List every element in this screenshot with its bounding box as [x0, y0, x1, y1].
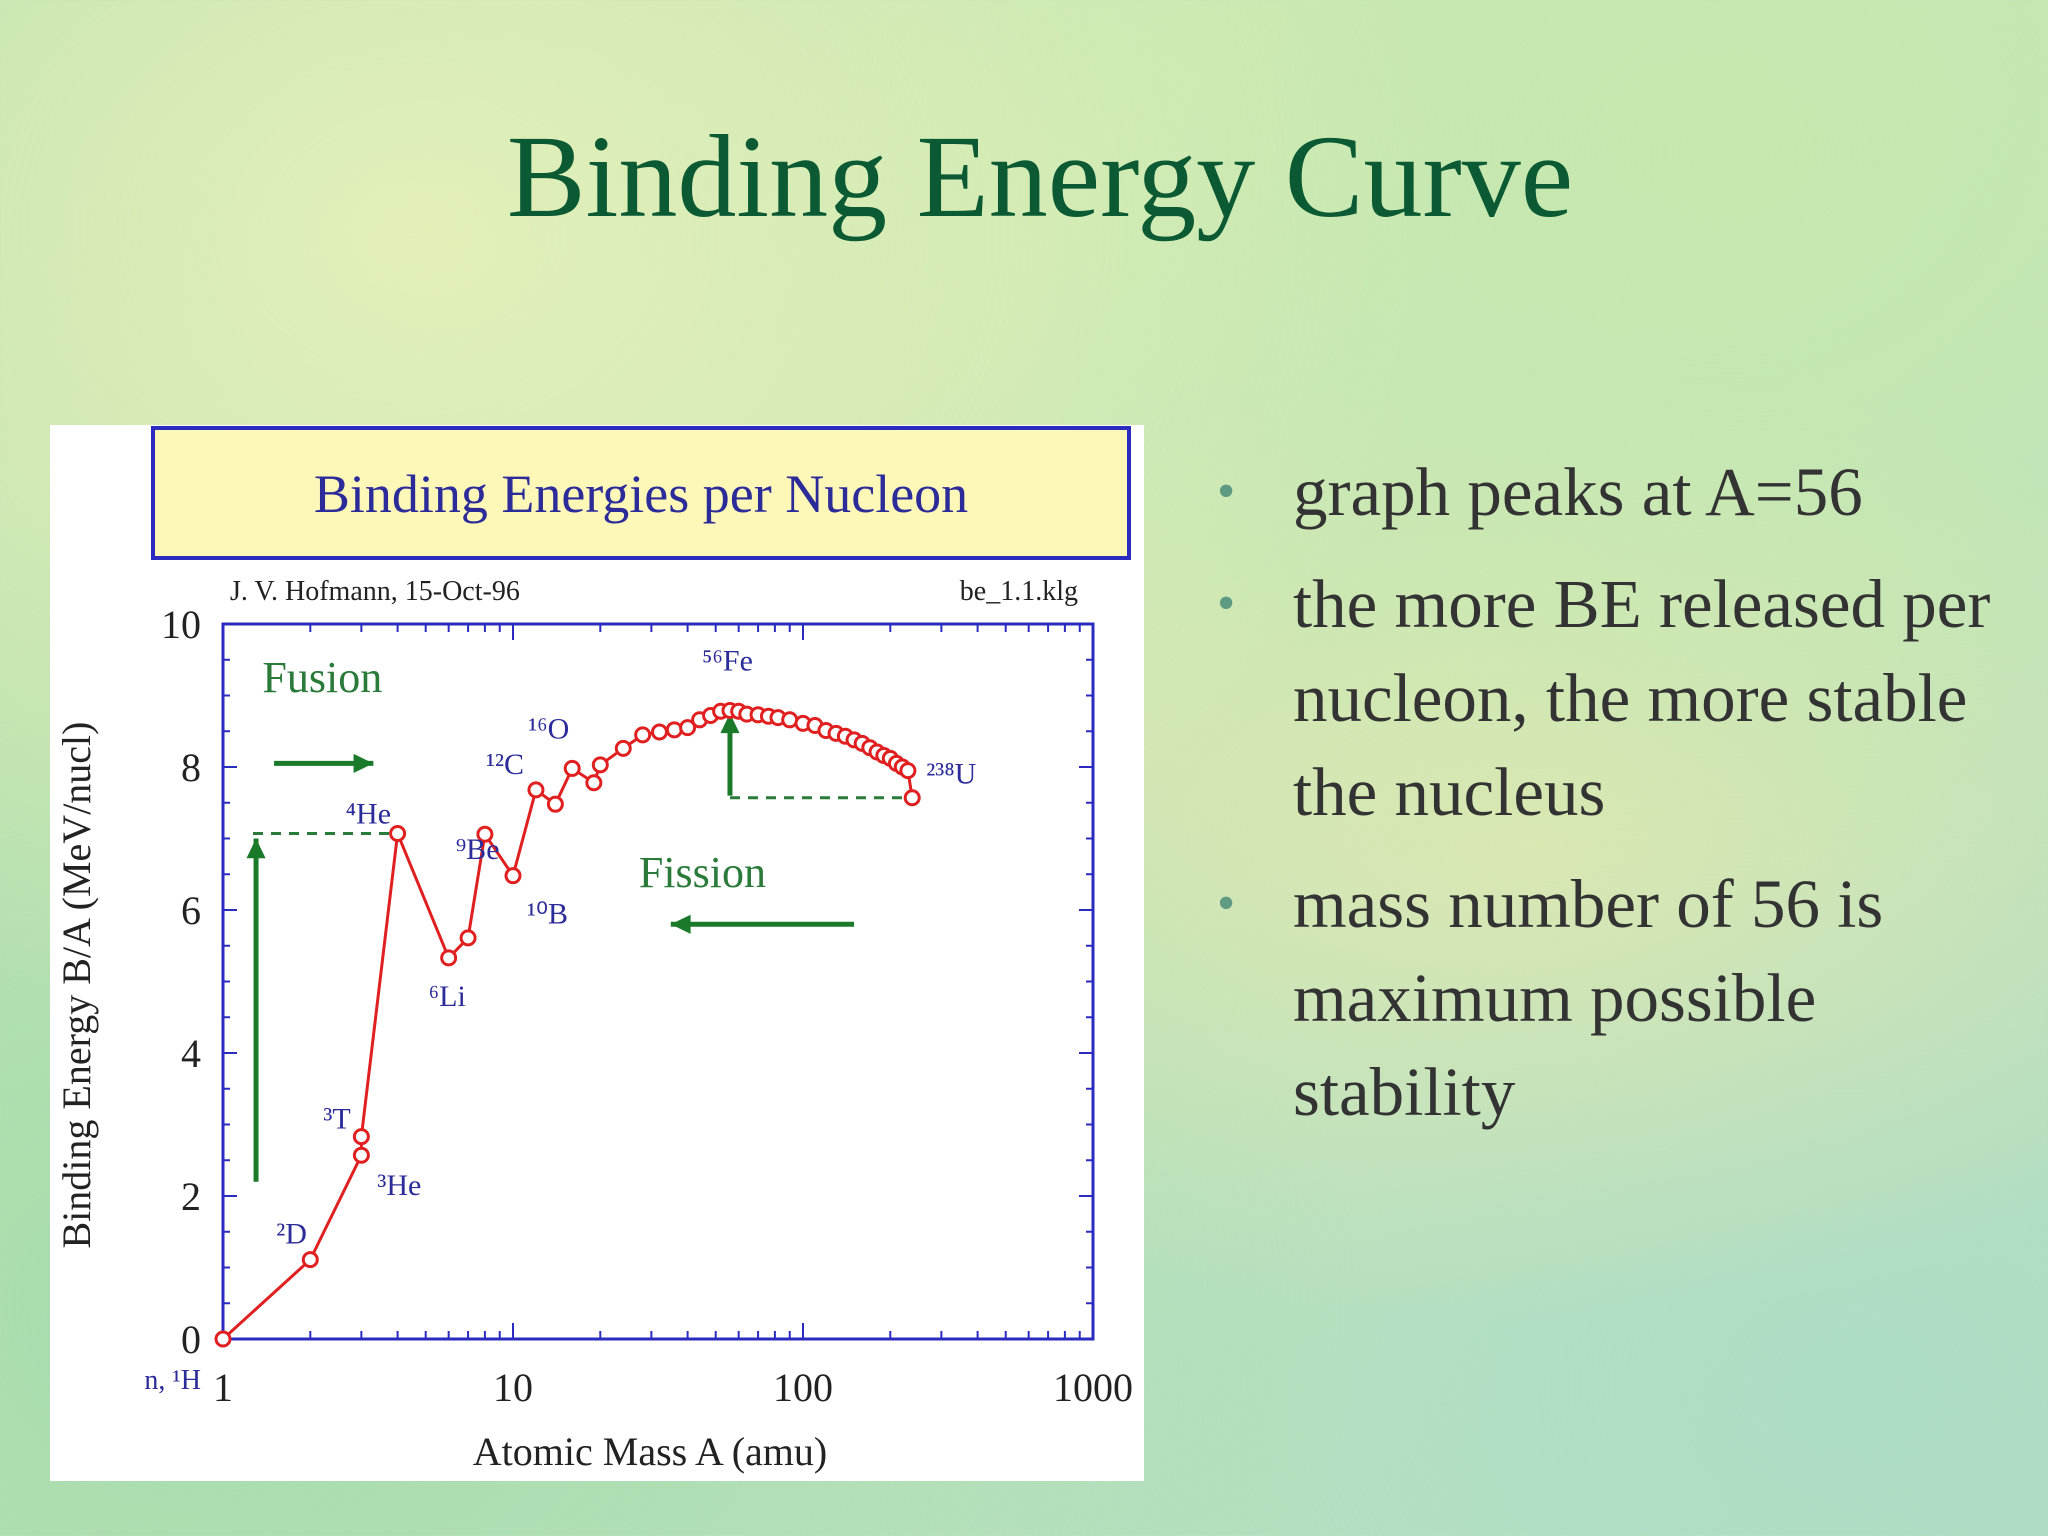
bullet-dot-icon: • [1217, 875, 1236, 932]
data-point [440, 949, 458, 967]
chart-title-box [151, 426, 1131, 560]
nuclide-label: ⁵⁶Fe [702, 645, 753, 678]
nuclide-label: ¹²C [486, 748, 524, 781]
data-point [459, 929, 477, 947]
nuclide-label: ⁴He [346, 797, 391, 830]
chart-file-note: be_1.1.klg [960, 576, 1078, 607]
data-point [563, 759, 581, 777]
data-point [665, 721, 683, 739]
x-extra-label: n, ¹H [144, 1365, 201, 1396]
x-tick-label: 1000 [1053, 1365, 1133, 1410]
plot-area: 0 2 4 6 8 10 1 10 100 1000 n, ¹H Fusion Fission ²D ³T ³… [144, 602, 1133, 1410]
data-point [903, 789, 921, 807]
bullet-item: • graph peaks at A=56 [1205, 445, 2005, 539]
nuclide-label: ²D [276, 1218, 307, 1251]
data-point [679, 719, 697, 737]
fission-arrow-head [670, 914, 691, 934]
nuclide-label: ⁶Li [429, 980, 466, 1013]
y-tick-label: 10 [161, 602, 201, 647]
bullet-text: mass number of 56 is maximum possible st… [1293, 866, 1884, 1130]
data-point [591, 756, 609, 774]
data-point [504, 867, 522, 885]
binding-energy-chart: Binding Energies per Nucleon J. V. Hofma… [50, 425, 1144, 1481]
chart-author-note: J. V. Hofmann, 15-Oct-96 [230, 576, 520, 607]
y-tick-label: 4 [181, 1031, 201, 1076]
x-tick-label: 100 [773, 1365, 833, 1410]
nuclide-label: ¹⁶O [528, 712, 569, 745]
chart-svg: Binding Energies per Nucleon J. V. Hofma… [54, 426, 1133, 1474]
nuclide-label: ²³⁸U [926, 758, 976, 791]
data-point [650, 723, 668, 741]
data-point [301, 1251, 319, 1269]
series-line [221, 709, 914, 1341]
data-point [389, 824, 407, 842]
x-tick-label: 1 [213, 1365, 233, 1410]
data-point [899, 762, 917, 780]
bullet-item: • mass number of 56 is maximum possible … [1205, 857, 2005, 1139]
y-tick-label: 0 [181, 1317, 201, 1362]
data-point [634, 726, 652, 744]
bullet-dot-icon: • [1217, 575, 1236, 632]
bullet-list: • graph peaks at A=56 • the more BE releas… [1205, 445, 2005, 1157]
fusion-vertical-arrow-head [246, 838, 266, 859]
nuclide-label: ¹⁰B [527, 898, 568, 931]
y-tick-label: 8 [181, 745, 201, 790]
data-point [476, 825, 494, 843]
slide-title: Binding Energy Curve [506, 111, 1574, 242]
data-point [214, 1330, 232, 1348]
bullet-text: the more BE released per nucleon, the mo… [1293, 566, 1991, 830]
y-tick-label: 6 [181, 888, 201, 933]
fission-vertical-arrow-head [720, 713, 740, 734]
chart-title: Binding Energies per Nucleon [314, 464, 968, 524]
bullet-dot-icon: • [1217, 463, 1236, 520]
nuclide-label: ³T [323, 1103, 350, 1136]
data-point [546, 795, 564, 813]
fusion-label: Fusion [262, 653, 382, 702]
x-axis-label: Atomic Mass A (amu) [473, 1429, 827, 1474]
bullet-text: graph peaks at A=56 [1293, 454, 1863, 530]
data-point [614, 739, 632, 757]
data-point [352, 1146, 370, 1164]
data-point [527, 781, 545, 799]
data-point [352, 1128, 370, 1146]
nuclide-label: ³He [377, 1169, 421, 1202]
fusion-arrow-head [353, 753, 374, 773]
x-tick-label: 10 [493, 1365, 533, 1410]
data-point [585, 774, 603, 792]
y-tick-label: 2 [181, 1174, 201, 1219]
nuclide-label: ⁹Be [456, 833, 500, 866]
y-axis-label: Binding Energy B/A (MeV/nucl) [54, 722, 99, 1249]
fission-label: Fission [639, 848, 766, 897]
bullet-item: • the more BE released per nucleon, the m… [1205, 557, 2005, 839]
